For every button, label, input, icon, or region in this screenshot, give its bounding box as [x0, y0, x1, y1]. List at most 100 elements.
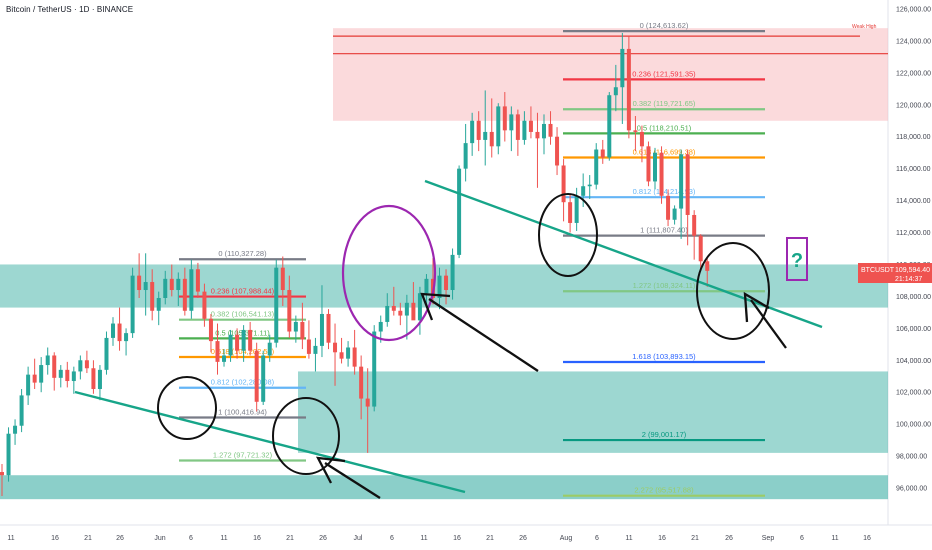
time-tick-label: 21 — [486, 535, 494, 542]
time-tick-label: 16 — [253, 535, 261, 542]
price-tick-label: 116,000.00 — [896, 166, 931, 173]
fib-june-level-label: 0 (110,327.28) — [218, 249, 267, 258]
symbol-label: BTCUSDT — [861, 267, 895, 274]
candle-body — [71, 371, 76, 382]
time-tick-label: 16 — [51, 535, 59, 542]
candle-body — [91, 368, 96, 390]
candle-body — [548, 123, 553, 137]
candle-body — [633, 130, 638, 132]
candle-body — [463, 143, 468, 169]
candle-body — [359, 366, 364, 399]
arrow-to-target[interactable] — [743, 291, 787, 349]
candle-body — [607, 95, 612, 158]
trend-line-upper[interactable] — [424, 179, 823, 329]
time-axis[interactable]: 11 16 21 26 Jun 6 11 16 21 26 Jul 6 11 16 21 26 Aug 6 11 16… — [7, 535, 871, 542]
candle-body — [202, 291, 207, 319]
fib-june-level-label: 1 (100,416.94) — [218, 407, 267, 416]
circle-june-low[interactable] — [157, 376, 217, 440]
price-tick-label: 126,000.00 — [896, 7, 931, 14]
time-tick-label: 11 — [220, 535, 227, 542]
circle-june-retest[interactable] — [272, 397, 340, 475]
candle-body — [19, 395, 24, 426]
candle-body — [600, 149, 605, 158]
fib-aug-level-label: 0.618 (116,699.38) — [633, 147, 696, 156]
candle-body — [313, 345, 318, 354]
candle-body — [287, 290, 292, 332]
current-price-badge: BTCUSDT 109,594.40 21:14:37 — [858, 263, 932, 283]
question-box[interactable] — [786, 237, 808, 281]
trend-line-lower[interactable] — [74, 390, 466, 494]
candle-body — [0, 472, 4, 476]
candle-body — [653, 152, 657, 182]
price-tick-label: 118,000.00 — [896, 134, 931, 141]
candle-body — [581, 186, 586, 196]
fib-aug-level-label: 1.272 (108,324.11) — [633, 281, 696, 290]
support-zone-upper[interactable] — [0, 264, 888, 308]
candle-body — [293, 321, 298, 332]
candle-body — [659, 152, 664, 196]
candle-body — [561, 165, 566, 203]
candle-body — [150, 282, 155, 311]
fib-june-level-label: 0.618 (104,202.58) — [211, 347, 275, 356]
price-tick-label: 104,000.00 — [896, 358, 931, 365]
time-tick-label: Aug — [560, 535, 573, 542]
candle-body — [679, 154, 684, 209]
candle-body — [587, 184, 592, 187]
fib-june-level-label: 0.236 (107,988.44) — [211, 287, 275, 296]
candle-body — [326, 313, 331, 343]
price-tick-label: 122,000.00 — [896, 70, 931, 77]
candle-body — [111, 323, 116, 338]
candle-body — [672, 208, 677, 220]
candle-body — [117, 323, 122, 342]
candle-body — [65, 369, 70, 382]
candle-body — [235, 334, 240, 351]
candle-body — [254, 350, 259, 402]
candle-body — [437, 275, 442, 298]
candle-body — [450, 254, 455, 291]
candle-body — [346, 347, 351, 359]
fib-june-level-label: 0.812 (102,280.08) — [211, 378, 275, 387]
time-tick-label: 21 — [691, 535, 699, 542]
price-tick-label: 124,000.00 — [896, 38, 931, 45]
arrow-to-july-breakout[interactable] — [420, 292, 539, 372]
fib-aug-level-label: 1.618 (103,893.15) — [632, 352, 696, 361]
candle-body — [143, 282, 148, 291]
candle-body — [241, 329, 246, 351]
circle-july-breakout[interactable] — [341, 204, 437, 342]
time-tick-label: 11 — [831, 535, 838, 542]
candle-body — [515, 114, 520, 140]
candle-body — [163, 278, 168, 298]
candle-body — [300, 321, 305, 340]
circle-aug-low[interactable] — [538, 193, 598, 277]
candle-body — [470, 120, 475, 144]
candle-body — [169, 278, 174, 291]
candle-body — [476, 120, 481, 140]
circle-target[interactable] — [696, 242, 770, 340]
time-tick-label: 11 — [625, 535, 632, 542]
candle-body — [404, 302, 409, 316]
weak-high-label: Weak High — [852, 24, 877, 30]
candle-body — [104, 337, 109, 370]
candle-body — [483, 131, 488, 140]
candle-body — [306, 339, 311, 354]
fib-aug-level-label: 0.812 (114,214.93) — [633, 187, 696, 196]
candle-body — [626, 48, 631, 131]
chart-title: Bitcoin / TetherUS · 1D · BINANCE — [6, 5, 134, 14]
candle-body — [280, 267, 285, 291]
candle-body — [692, 214, 697, 236]
arrow-to-june-trend[interactable] — [315, 456, 381, 499]
candle-body — [156, 297, 161, 311]
price-axis[interactable]: 126,000.00 124,000.00 122,000.00 120,000.00… — [896, 7, 931, 493]
time-tick-label: 6 — [800, 535, 804, 542]
fib-aug-level-label: 0.236 (121,591.35) — [632, 69, 696, 78]
fib-june-level-label: 1.272 (97,721.32) — [213, 451, 273, 460]
candle-body — [698, 235, 703, 262]
fib-june-level-label: 0.382 (106,541.13) — [211, 310, 275, 319]
candle-body — [176, 278, 181, 291]
fib-aug-level-label: 0.5 (118,210.51) — [637, 123, 692, 132]
time-tick-label: 26 — [519, 535, 527, 542]
candle-body — [372, 331, 377, 407]
fib-aug-level-label: 2.272 (95,517.88) — [634, 486, 694, 495]
candle-body — [261, 355, 266, 402]
